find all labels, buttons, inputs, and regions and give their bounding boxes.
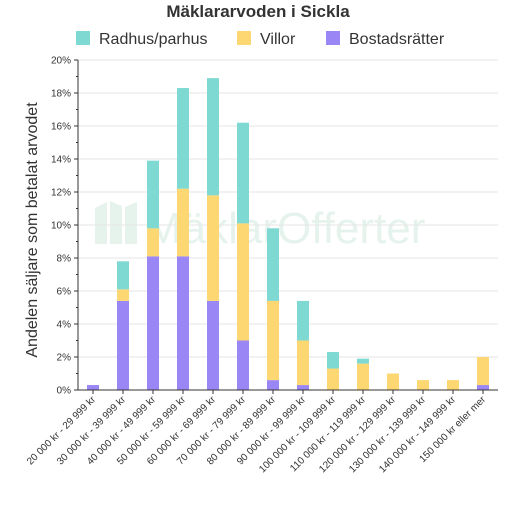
bar-segment — [237, 340, 249, 390]
legend-label: Radhus/parhus — [99, 31, 208, 48]
y-tick-label: 10% — [51, 221, 71, 232]
bar-segment — [207, 300, 219, 390]
bar-segment — [207, 78, 219, 196]
y-tick-label: 14% — [51, 155, 71, 166]
bar-segment — [177, 256, 189, 390]
bar-segment — [327, 368, 339, 390]
axes: 0%2%4%6%8%10%12%14%16%18%20%20 000 kr - … — [25, 56, 498, 475]
bar-segment — [147, 228, 159, 257]
bar-segment — [117, 289, 129, 301]
bar-segment — [357, 358, 369, 364]
chart-title: Mäklararvoden i Sickla — [166, 2, 350, 21]
y-tick-label: 2% — [57, 353, 72, 364]
bar-segment — [117, 300, 129, 390]
bar-segment — [117, 261, 129, 290]
bar-segment — [87, 385, 99, 390]
y-tick-label: 4% — [57, 320, 72, 331]
bar-segment — [477, 385, 489, 390]
bar-segment — [297, 340, 309, 386]
bar-segment — [237, 122, 249, 224]
bars — [87, 78, 489, 390]
bar-segment — [447, 380, 459, 390]
watermark: MäklarOfferter — [95, 201, 425, 253]
bar-segment — [327, 352, 339, 369]
bar-segment — [297, 300, 309, 341]
y-tick-label: 20% — [51, 56, 71, 67]
y-tick-label: 8% — [57, 254, 72, 265]
bar-segment — [267, 380, 279, 390]
bar-segment — [477, 357, 489, 386]
bar-segment — [267, 228, 279, 301]
bar-segment — [177, 188, 189, 257]
bar-segment — [417, 380, 429, 390]
legend-swatch — [76, 31, 90, 45]
bar-segment — [237, 223, 249, 341]
bar-segment — [147, 256, 159, 390]
bar-segment — [177, 88, 189, 189]
bar-segment — [267, 300, 279, 381]
y-tick-label: 6% — [57, 287, 72, 298]
legend-label: Villor — [260, 31, 296, 48]
legend-label: Bostadsrätter — [349, 31, 445, 48]
y-tick-label: 16% — [51, 122, 71, 133]
legend-swatch — [326, 31, 340, 45]
legend: Radhus/parhus Villor Bostadsrätter — [76, 31, 445, 48]
bar-segment — [207, 195, 219, 301]
watermark-text: MäklarOfferter — [145, 204, 425, 253]
bar-segment — [357, 363, 369, 390]
bar-segment — [297, 385, 309, 390]
y-tick-label: 18% — [51, 89, 71, 100]
y-tick-label: 12% — [51, 188, 71, 199]
watermark-logo — [95, 201, 137, 244]
legend-swatch — [237, 31, 251, 45]
bar-segment — [147, 160, 159, 229]
y-axis-label: Andelen säljare som betalat arvodet — [24, 102, 41, 358]
bar-segment — [387, 373, 399, 390]
y-tick-label: 0% — [57, 386, 72, 397]
